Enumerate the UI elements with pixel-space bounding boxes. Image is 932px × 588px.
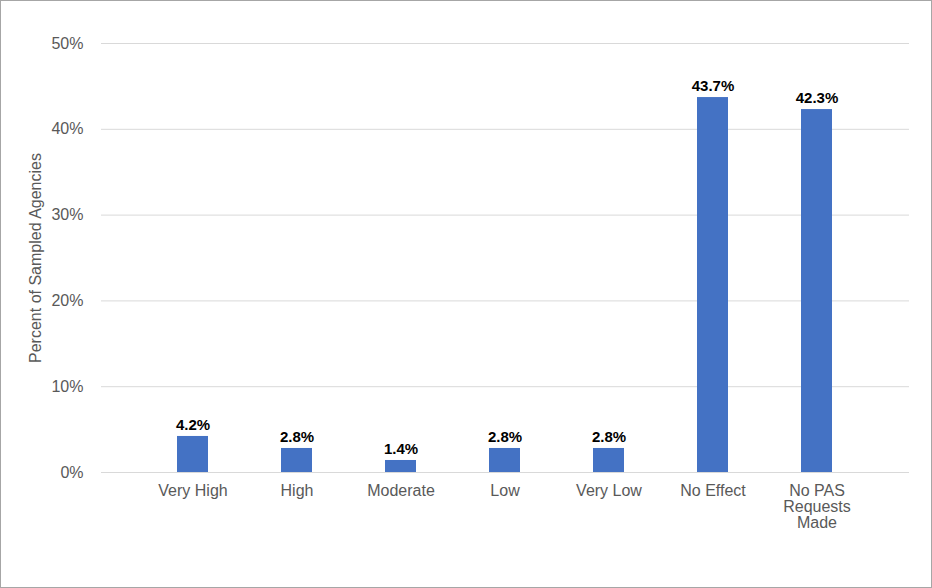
svg-text:Very Low: Very Low bbox=[576, 482, 642, 499]
svg-text:1.4%: 1.4% bbox=[384, 440, 418, 457]
svg-text:10%: 10% bbox=[51, 378, 83, 395]
svg-text:40%: 40% bbox=[51, 120, 83, 137]
svg-text:30%: 30% bbox=[51, 206, 83, 223]
svg-text:4.2%: 4.2% bbox=[176, 416, 210, 433]
svg-text:42.3%: 42.3% bbox=[796, 89, 839, 106]
svg-text:Percent of Sampled Agencies: Percent of Sampled Agencies bbox=[27, 153, 44, 363]
svg-text:50%: 50% bbox=[51, 35, 83, 52]
svg-text:0%: 0% bbox=[60, 464, 83, 481]
svg-text:No PASRequestsMade: No PASRequestsMade bbox=[783, 482, 851, 531]
svg-text:High: High bbox=[281, 482, 314, 499]
svg-text:Low: Low bbox=[490, 482, 520, 499]
svg-text:2.8%: 2.8% bbox=[488, 428, 522, 445]
svg-text:20%: 20% bbox=[51, 292, 83, 309]
svg-text:2.8%: 2.8% bbox=[280, 428, 314, 445]
svg-text:No Effect: No Effect bbox=[680, 482, 746, 499]
svg-text:2.8%: 2.8% bbox=[592, 428, 626, 445]
svg-text:Very High: Very High bbox=[158, 482, 227, 499]
svg-text:43.7%: 43.7% bbox=[692, 77, 735, 94]
svg-text:Moderate: Moderate bbox=[367, 482, 435, 499]
